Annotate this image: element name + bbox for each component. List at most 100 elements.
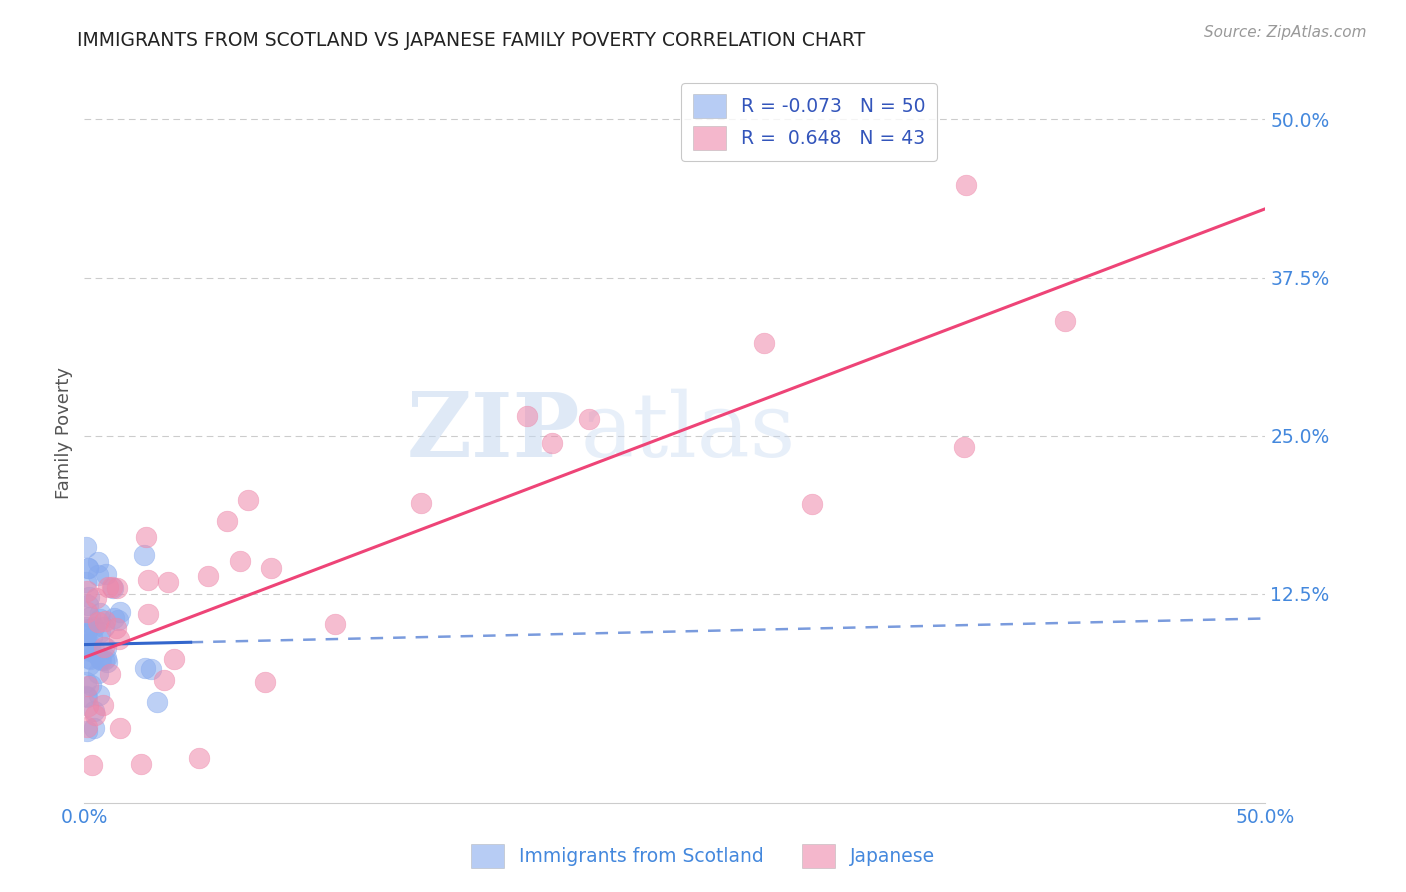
Point <box>87 568 110 582</box>
Text: ZIP: ZIP <box>406 389 581 476</box>
Point <box>136 573 159 587</box>
Point <box>94 566 117 581</box>
Point <box>94 641 117 656</box>
Point <box>80 630 103 644</box>
Point <box>578 412 600 426</box>
Y-axis label: Family Poverty: Family Poverty <box>55 367 73 499</box>
Point <box>89 612 111 626</box>
Point <box>153 673 176 688</box>
Point <box>541 436 564 450</box>
Point <box>75 638 97 652</box>
Point <box>215 514 238 528</box>
Point <box>139 662 162 676</box>
Point <box>754 335 776 350</box>
Point <box>77 699 100 714</box>
Point <box>134 661 156 675</box>
Point <box>75 674 97 689</box>
Point <box>136 607 159 622</box>
Point <box>188 750 211 764</box>
Point <box>77 598 100 612</box>
Point <box>163 652 186 666</box>
Point <box>955 178 977 193</box>
Point <box>86 615 108 629</box>
Point <box>79 639 101 653</box>
Point <box>197 569 219 583</box>
Legend: R = -0.073   N = 50, R =  0.648   N = 43: R = -0.073 N = 50, R = 0.648 N = 43 <box>682 83 938 161</box>
Point <box>409 495 432 509</box>
Point <box>76 637 98 651</box>
Point <box>84 591 107 606</box>
Point <box>76 724 98 739</box>
Point <box>91 698 114 713</box>
Point <box>75 540 97 554</box>
Point <box>79 591 101 605</box>
Point <box>89 607 111 621</box>
Point <box>98 666 121 681</box>
Point <box>101 581 124 595</box>
Point <box>87 688 110 702</box>
Point <box>89 652 111 666</box>
Point <box>79 678 101 692</box>
Point <box>105 582 128 596</box>
Point <box>516 409 538 423</box>
Point <box>90 653 112 667</box>
Point <box>253 674 276 689</box>
Point <box>800 497 823 511</box>
Point <box>77 651 100 665</box>
Point <box>107 632 129 646</box>
Point <box>104 621 127 635</box>
Point <box>75 626 97 640</box>
Point <box>76 605 98 619</box>
Point <box>75 620 97 634</box>
Point <box>76 679 98 693</box>
Point <box>135 530 157 544</box>
Point <box>77 560 100 574</box>
Point <box>84 646 107 660</box>
Point <box>93 620 115 634</box>
Point <box>146 695 169 709</box>
Point <box>107 613 129 627</box>
Point <box>77 622 100 636</box>
Point <box>953 440 976 454</box>
Point <box>89 625 111 640</box>
Point <box>93 640 115 654</box>
Legend: Immigrants from Scotland, Japanese: Immigrants from Scotland, Japanese <box>463 837 943 875</box>
Point <box>101 580 124 594</box>
Point <box>75 689 97 703</box>
Point <box>75 574 97 589</box>
Point <box>238 493 260 508</box>
Point <box>96 656 118 670</box>
Point <box>93 653 115 667</box>
Point <box>108 721 131 735</box>
Text: Source: ZipAtlas.com: Source: ZipAtlas.com <box>1204 25 1367 40</box>
Point <box>84 708 107 723</box>
Point <box>79 652 101 666</box>
Point <box>79 609 101 624</box>
Text: atlas: atlas <box>581 389 796 476</box>
Point <box>76 720 98 734</box>
Point <box>80 643 103 657</box>
Point <box>83 705 105 719</box>
Point <box>80 757 103 772</box>
Point <box>103 611 125 625</box>
Point <box>323 617 346 632</box>
Point <box>76 583 98 598</box>
Point <box>87 556 110 570</box>
Point <box>260 561 283 575</box>
Point <box>129 756 152 771</box>
Point <box>1053 314 1076 328</box>
Point <box>83 721 105 735</box>
Point <box>76 690 98 704</box>
Point <box>87 665 110 680</box>
Point <box>108 605 131 619</box>
Point <box>157 575 180 590</box>
Point <box>134 549 156 563</box>
Point <box>77 658 100 673</box>
Point <box>83 619 105 633</box>
Point <box>97 581 120 595</box>
Point <box>94 614 117 628</box>
Point <box>94 650 117 665</box>
Point <box>77 561 100 575</box>
Text: IMMIGRANTS FROM SCOTLAND VS JAPANESE FAMILY POVERTY CORRELATION CHART: IMMIGRANTS FROM SCOTLAND VS JAPANESE FAM… <box>77 31 866 50</box>
Point <box>228 554 250 568</box>
